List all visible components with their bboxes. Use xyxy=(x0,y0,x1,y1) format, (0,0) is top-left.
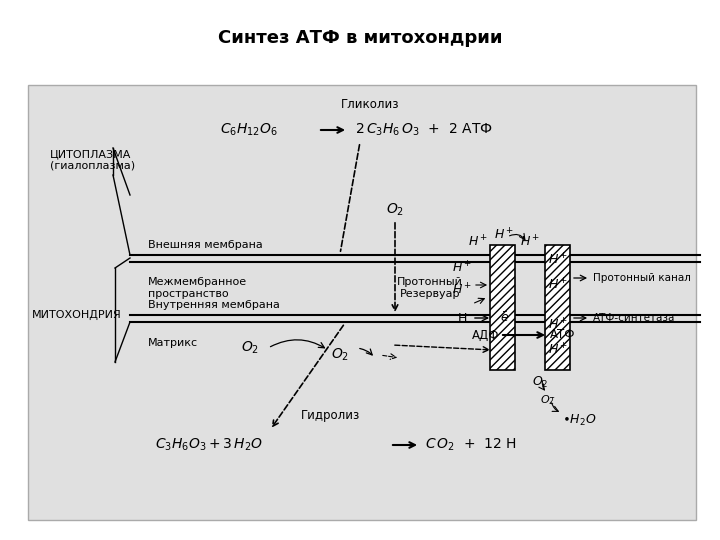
Text: $H^+$: $H^+$ xyxy=(548,252,568,268)
Text: $O_2$: $O_2$ xyxy=(241,340,259,356)
Text: $H^+$: $H^+$ xyxy=(520,234,540,249)
Text: $H^+$: $H^+$ xyxy=(494,227,514,242)
Text: $O_2$: $O_2$ xyxy=(386,202,404,218)
Text: ЦИТОПЛАЗМА
(гиалоплазма): ЦИТОПЛАЗМА (гиалоплазма) xyxy=(50,149,135,171)
Text: Синтез АТФ в митохондрии: Синтез АТФ в митохондрии xyxy=(217,29,503,47)
Text: $H^+$: $H^+$ xyxy=(452,260,472,275)
Text: $2\,C_3H_6\,O_3$  +  2 АТФ: $2\,C_3H_6\,O_3$ + 2 АТФ xyxy=(355,122,492,138)
Text: Протонный
Резервуар: Протонный Резервуар xyxy=(397,277,463,299)
Text: $H^+$: $H^+$ xyxy=(548,342,568,357)
Text: $H^+$: $H^+$ xyxy=(548,278,568,293)
Text: Матрикс: Матрикс xyxy=(148,338,198,348)
Text: Межмембранное
пространство: Межмембранное пространство xyxy=(148,277,247,299)
Text: Внутренняя мембрана: Внутренняя мембрана xyxy=(148,300,280,310)
Text: $O_2$: $O_2$ xyxy=(532,374,548,389)
Text: $\bullet H_2O$: $\bullet H_2O$ xyxy=(562,413,596,428)
Text: АТФ: АТФ xyxy=(550,328,575,341)
Text: $C_6H_{12}O_6$: $C_6H_{12}O_6$ xyxy=(220,122,278,138)
Bar xyxy=(545,245,570,370)
Text: $C\,O_2$  +  12 H: $C\,O_2$ + 12 H xyxy=(425,437,517,453)
Text: $C_3H_6O_3 + 3\,H_2O$: $C_3H_6O_3 + 3\,H_2O$ xyxy=(155,437,264,453)
Text: $\bar{e}$: $\bar{e}$ xyxy=(500,311,509,325)
Text: Гидролиз: Гидролиз xyxy=(300,408,359,422)
Bar xyxy=(490,245,515,370)
Text: $H^+$: $H^+$ xyxy=(548,318,568,333)
Text: $H^+$: $H^+$ xyxy=(452,282,472,298)
Text: $O_2$: $O_2$ xyxy=(331,347,349,363)
Text: АДФ: АДФ xyxy=(472,328,500,341)
Text: Гликолиз: Гликолиз xyxy=(341,98,400,111)
Bar xyxy=(28,85,696,520)
Text: МИТОХОНДРИЯ: МИТОХОНДРИЯ xyxy=(32,310,122,320)
Text: Внешняя мембрана: Внешняя мембрана xyxy=(148,240,263,250)
Text: Протонный канал: Протонный канал xyxy=(593,273,691,283)
Text: $O_{\bar{2}}$: $O_{\bar{2}}$ xyxy=(541,393,556,407)
Text: АТФ-синтетаза: АТФ-синтетаза xyxy=(593,313,675,323)
Text: H: H xyxy=(457,312,467,325)
Text: $H^+$: $H^+$ xyxy=(468,234,488,249)
